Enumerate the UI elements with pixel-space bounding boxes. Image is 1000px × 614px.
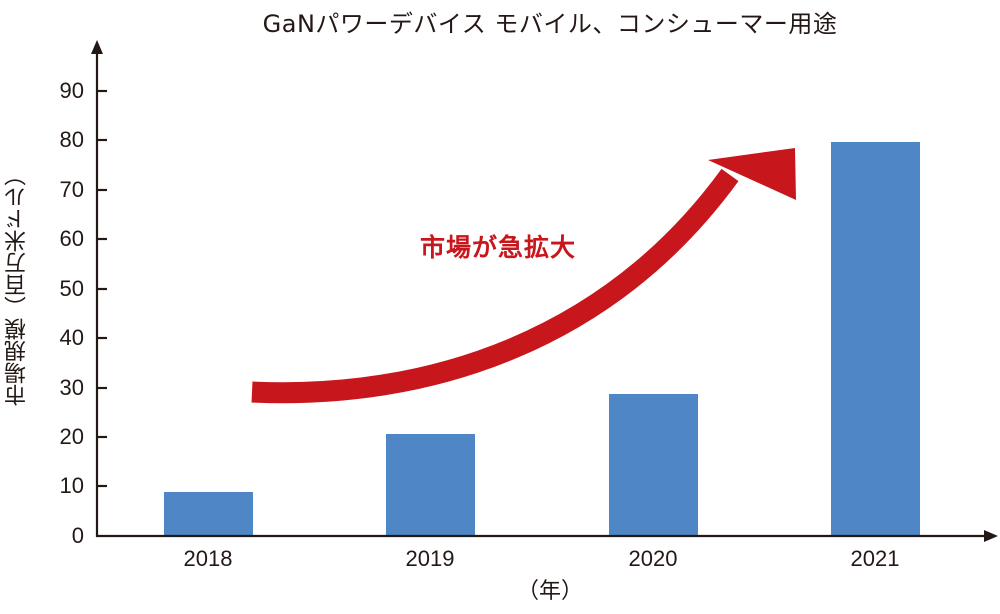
ytick-50: 50: [59, 276, 84, 301]
bars: [164, 142, 920, 536]
chart-title: GaNパワーデバイス モバイル、コンシューマー用途: [262, 10, 838, 38]
bar-2018: [164, 492, 253, 536]
xtick-2018: 2018: [183, 546, 233, 571]
ytick-70: 70: [59, 177, 84, 202]
ytick-80: 80: [59, 127, 84, 152]
x-axis-label: （年）: [516, 579, 583, 604]
growth-arrow-icon: [251, 148, 796, 404]
ytick-60: 60: [59, 226, 84, 251]
y-axis: [95, 52, 107, 537]
xtick-2019: 2019: [405, 546, 455, 571]
ytick-20: 20: [59, 424, 84, 449]
ytick-30: 30: [59, 375, 84, 400]
bar-2019: [386, 434, 475, 536]
ytick-40: 40: [59, 325, 84, 350]
y-axis-arrow-icon: [91, 40, 103, 54]
bar-2020: [609, 394, 698, 536]
xtick-2020: 2020: [628, 546, 678, 571]
xtick-2021: 2021: [850, 546, 900, 571]
bar-2021: [831, 142, 920, 536]
ytick-0: 0: [71, 523, 84, 548]
x-axis-arrow-icon: [984, 530, 998, 542]
growth-annotation: 市場が急拡大: [420, 233, 577, 262]
ytick-10: 10: [59, 473, 84, 498]
ytick-90: 90: [59, 78, 84, 103]
